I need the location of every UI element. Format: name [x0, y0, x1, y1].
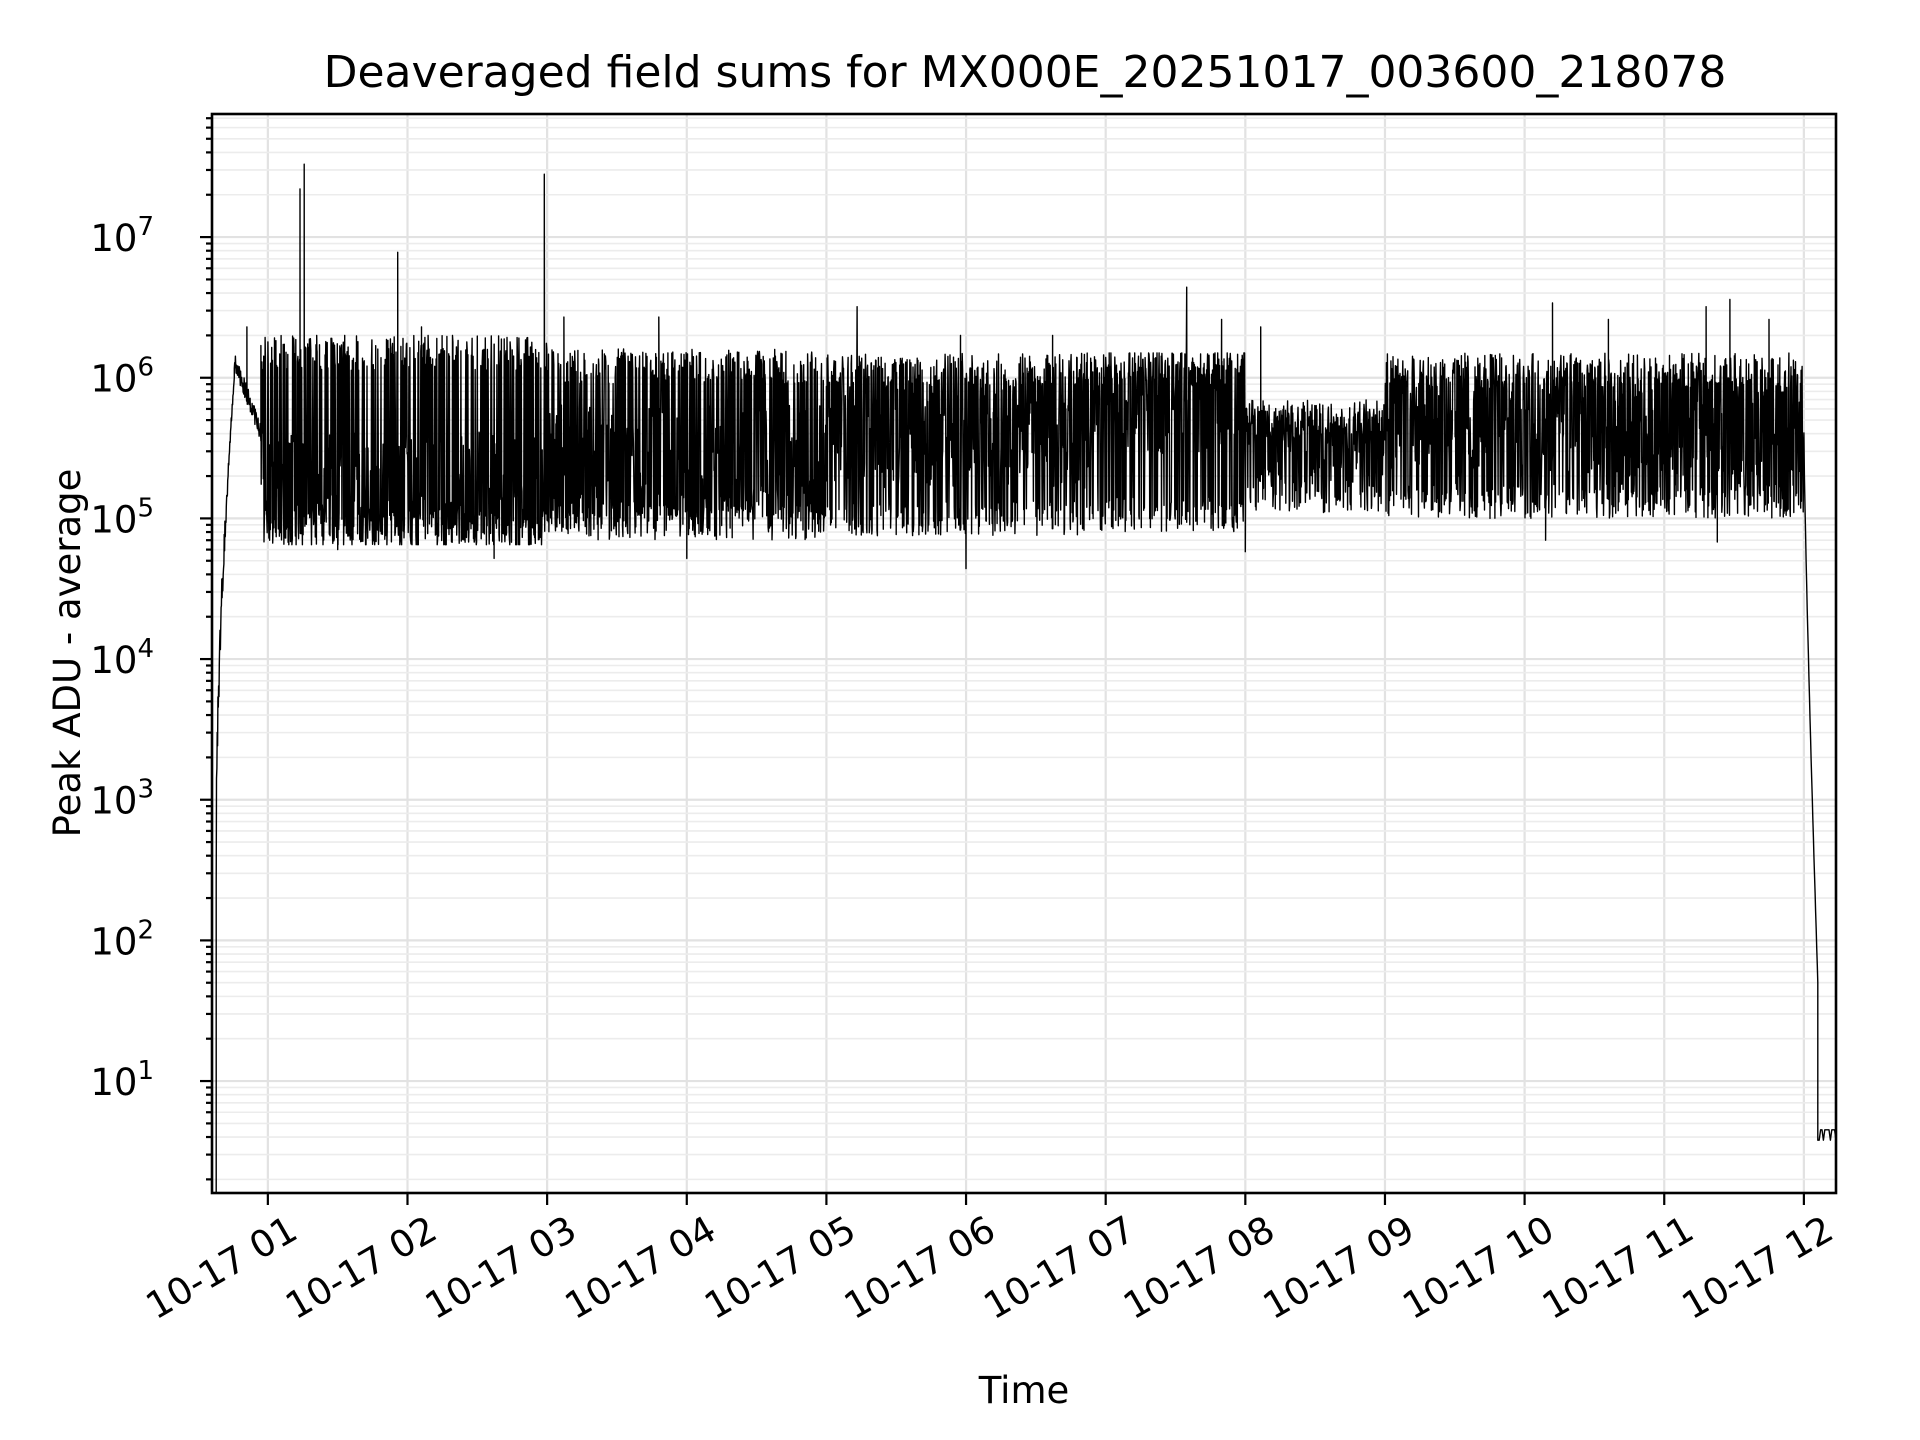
y-tick-base: 10 — [90, 920, 137, 963]
x-tick-label: 10-17 02 — [278, 1208, 444, 1328]
x-tick-label: 10-17 05 — [697, 1208, 863, 1328]
x-tick-label: 10-17 11 — [1535, 1208, 1701, 1328]
y-tick-label: 104 — [90, 634, 154, 682]
y-tick-base: 10 — [90, 217, 137, 260]
x-tick-label: 10-17 10 — [1396, 1208, 1562, 1328]
x-axis-label: Time — [978, 1369, 1070, 1412]
x-tick-label: 10-17 01 — [139, 1208, 305, 1328]
y-tick-label: 106 — [90, 353, 154, 401]
y-tick-label: 105 — [90, 493, 154, 541]
grid — [212, 114, 1836, 1193]
y-tick-label: 107 — [90, 212, 154, 260]
y-tick-base: 10 — [90, 498, 137, 541]
x-tick-label: 10-17 09 — [1256, 1208, 1422, 1328]
x-tick-label: 10-17 03 — [418, 1208, 584, 1328]
x-tick-label: 10-17 12 — [1675, 1208, 1841, 1328]
y-tick-exponent: 1 — [137, 1056, 154, 1086]
x-tick-label: 10-17 08 — [1116, 1208, 1282, 1328]
y-tick-base: 10 — [90, 639, 137, 682]
series-group — [211, 163, 1837, 1194]
series-line — [211, 163, 1837, 1194]
y-tick-exponent: 7 — [137, 212, 154, 242]
x-tick-label: 10-17 04 — [558, 1208, 724, 1328]
x-tick-label: 10-17 07 — [977, 1208, 1143, 1328]
y-tick-label: 102 — [90, 915, 154, 963]
y-tick-exponent: 6 — [137, 353, 154, 383]
y-tick-exponent: 4 — [137, 634, 154, 664]
y-tick-label: 103 — [90, 775, 154, 823]
y-axis-label: Peak ADU - average — [46, 469, 89, 838]
y-tick-label: 101 — [90, 1056, 154, 1104]
x-tick-label: 10-17 06 — [837, 1208, 1003, 1328]
plot-frame — [210, 112, 1838, 1195]
y-tick-base: 10 — [90, 1061, 137, 1104]
y-tick-base: 10 — [90, 780, 137, 823]
y-tick-exponent: 2 — [137, 915, 154, 945]
y-tick-exponent: 5 — [137, 493, 154, 523]
chart-title: Deaveraged field sums for MX000E_2025101… — [324, 47, 1727, 98]
y-tick-exponent: 3 — [137, 775, 154, 805]
y-tick-base: 10 — [90, 358, 137, 401]
